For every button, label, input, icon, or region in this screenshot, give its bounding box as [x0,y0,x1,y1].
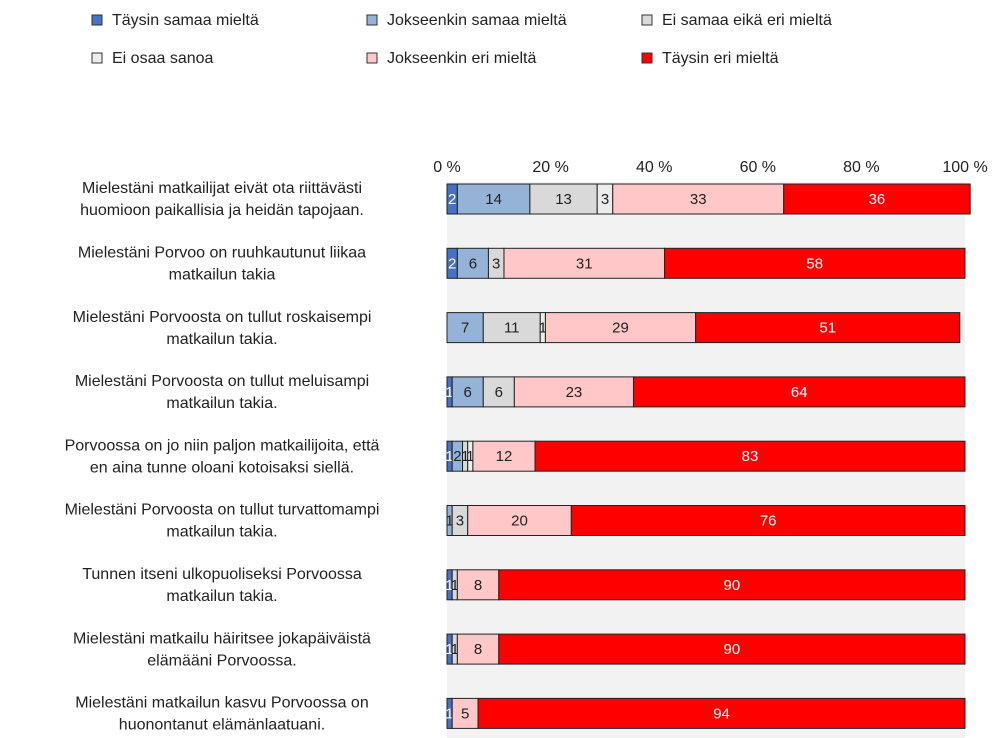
legend-swatch [366,52,378,64]
legend-swatch [641,52,653,64]
data-label: 5 [461,705,469,722]
category-label: matkailun takia. [166,331,277,348]
x-tick-label: 40 % [636,159,672,176]
bar-segment [456,183,531,215]
bar-segment [544,312,697,344]
bar-segment [482,376,515,408]
bar-segment [632,376,966,408]
category-label: matkailun takia. [166,395,277,412]
category-label: Mielestäni matkailun kasvu Porvoossa on [75,695,368,712]
data-label: 1 [466,448,474,465]
bar-segment [513,376,634,408]
bar-segment [612,183,785,215]
data-label: 6 [464,384,472,401]
data-label: 8 [474,641,482,658]
data-label: 1 [445,384,453,401]
bar-segment [456,633,500,665]
category-label: matkailun takia. [166,524,277,541]
data-label: 1 [539,320,547,337]
data-label: 3 [492,255,500,272]
bar-segment [467,505,572,536]
data-label: 6 [495,384,503,401]
x-tick-label: 80 % [843,159,879,176]
category-label: en aina tunne oloani kotoisaksi siellä. [90,459,354,476]
data-label: 64 [791,384,808,401]
category-label: matkailun takia [169,267,276,284]
category-label: Tunnen itseni ulkopuoliseksi Porvoossa [82,566,362,583]
x-tick-label: 20 % [532,159,568,176]
x-tick-label: 100 % [942,159,987,176]
data-label: 90 [724,577,741,594]
bar-segment [446,312,484,344]
data-label: 29 [612,320,629,337]
category-label: Mielestäni Porvoosta on tullut meluisamp… [75,373,369,390]
data-label: 14 [485,191,502,208]
bar-segment [503,247,666,279]
data-label: 2 [453,448,461,465]
data-label: 3 [601,191,609,208]
bar-segment [570,505,966,536]
bar-segment [664,247,966,279]
category-label: Mielestäni Porvoosta on tullut roskaisem… [73,309,372,326]
data-label: 12 [496,448,513,465]
bar-segment [783,183,971,215]
bar-segment [695,312,961,344]
category-label: Mielestäni Porvoosta on tullut turvattom… [65,502,380,519]
bar-segment [451,376,484,408]
category-label: Mielestäni matkailu häiritsee jokapäiväi… [73,630,371,647]
data-label: 6 [469,255,477,272]
data-label: 7 [461,320,469,337]
bar-segment [477,697,966,729]
category-label: Mielestäni Porvoo on ruuhkautunut liikaa [78,245,366,262]
data-label: 2 [448,255,456,272]
data-label: 1 [461,448,469,465]
category-label: matkailun takia. [166,588,277,605]
data-label: 3 [456,512,464,529]
data-label: 33 [690,191,707,208]
data-label: 1 [451,641,459,658]
data-label: 58 [806,255,823,272]
data-label: 2 [448,191,456,208]
category-label: huomioon paikallisia ja heidän tapojaan. [80,202,364,219]
legend-label: Täysin eri mieltä [662,50,779,67]
category-label: elämääni Porvoossa. [147,652,296,669]
data-label: 1 [445,641,453,658]
data-label: 1 [445,705,453,722]
bar-segment [534,440,966,472]
data-label: 1 [445,512,453,529]
x-tick-label: 0 % [433,159,461,176]
data-label: 11 [504,320,520,337]
legend-swatch [91,14,103,26]
data-label: 36 [869,191,886,208]
bar-segment [498,633,966,665]
legend-label: Jokseenkin eri mieltä [387,50,537,67]
legend-label: Ei osaa sanoa [112,50,214,67]
legend-swatch [366,14,378,26]
data-label: 94 [713,705,730,722]
category-label: Porvoossa on jo niin paljon matkailijoit… [65,437,380,454]
x-tick-label: 60 % [740,159,776,176]
legend-label: Jokseenkin samaa mieltä [387,12,567,29]
data-label: 51 [819,320,836,337]
legend-swatch [641,14,653,26]
data-label: 1 [445,448,453,465]
data-label: 20 [511,512,528,529]
data-label: 13 [555,191,572,208]
data-label: 1 [445,577,453,594]
data-label: 76 [760,512,777,529]
category-label: huonontanut elämänlaatuani. [119,717,325,734]
data-label: 31 [576,255,593,272]
legend-swatch [91,52,103,64]
category-label: Mielestäni matkailijat eivät ota riittäv… [82,180,362,197]
data-label: 90 [724,641,741,658]
data-label: 1 [451,577,459,594]
data-label: 23 [566,384,583,401]
bar-segment [498,569,966,601]
data-label: 83 [742,448,759,465]
bar-segment [472,440,536,472]
legend-label: Täysin samaa mieltä [112,12,259,29]
data-label: 8 [474,577,482,594]
legend-label: Ei samaa eikä eri mieltä [662,12,832,29]
